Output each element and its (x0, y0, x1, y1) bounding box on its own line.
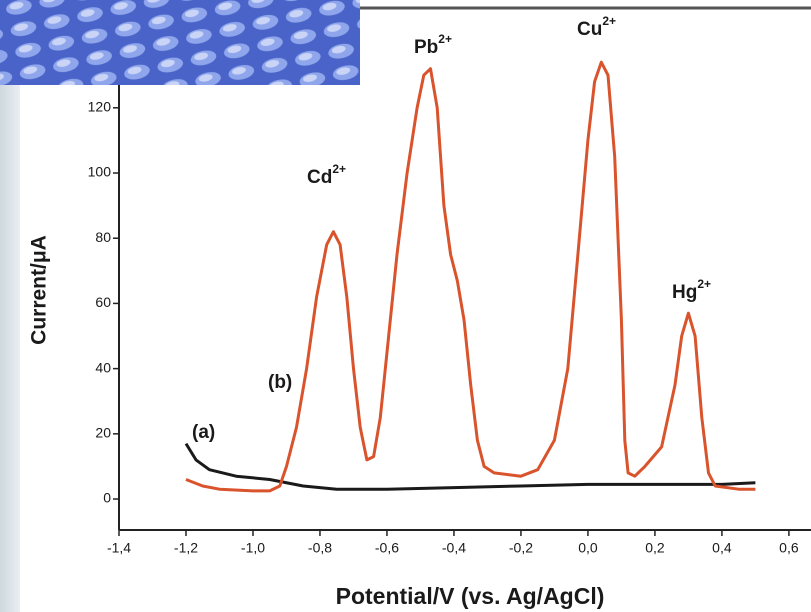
annotation: Cd2+ (307, 162, 346, 188)
annotation-sup: 2+ (602, 14, 616, 28)
x-tick-label: -0,6 (375, 540, 399, 556)
plot: 0 20 40 60 80 100 120 -1,4 -1,2 -1,0 -0,8 -0,6 -0,4 -… (88, 10, 811, 556)
y-tick-label: 60 (95, 294, 111, 310)
x-tick-label: -0,8 (308, 540, 332, 556)
annotation-sup: 2+ (697, 277, 711, 291)
x-tick-label: 0,0 (578, 540, 598, 556)
x-tick-label: -1,0 (241, 540, 265, 556)
y-tick-label: 0 (103, 490, 111, 506)
x-tick-label: -0,2 (509, 540, 533, 556)
series-label: (b) (268, 372, 292, 393)
annotation-label: Pb (414, 37, 438, 58)
x-tick-label: 0,4 (712, 540, 732, 556)
annotation-sup: 2+ (332, 162, 346, 176)
annotation-label: Cu (577, 19, 602, 40)
x-tick-label: 0,6 (779, 540, 799, 556)
y-tick-label: 20 (95, 425, 111, 441)
annotation-sup: 2+ (438, 32, 452, 46)
annotation: Pb2+ (414, 32, 452, 58)
y-tick-label: 100 (88, 164, 112, 180)
annotation: Hg2+ (672, 277, 711, 303)
x-tick-label: 0,2 (645, 540, 665, 556)
series-line (184, 442, 756, 491)
series-line (185, 60, 756, 493)
annotation-label: Cd (307, 167, 332, 188)
series-label: (a) (192, 422, 215, 443)
annotation: Cu2+ (577, 14, 616, 40)
x-tick-label: -1,2 (174, 540, 198, 556)
annotation-label: Hg (672, 282, 697, 303)
y-axis-title: Current/μA (28, 235, 51, 345)
decor-image (0, 0, 360, 85)
x-tick-label: -0,4 (442, 540, 466, 556)
y-tick-label: 120 (88, 99, 112, 115)
x-tick-label: -1,4 (107, 540, 131, 556)
side-strip (0, 0, 20, 612)
y-tick-label: 40 (95, 359, 111, 375)
x-axis-title: Potential/V (vs. Ag/AgCl) (336, 583, 605, 609)
y-tick-label: 80 (95, 229, 111, 245)
